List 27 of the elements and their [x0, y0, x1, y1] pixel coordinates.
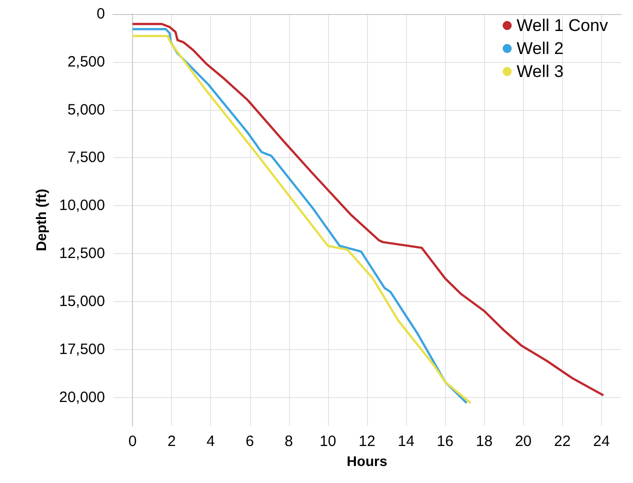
- x-tick-label: 24: [593, 433, 610, 450]
- y-tick-label: 10,000: [59, 197, 105, 214]
- x-tick-label: 22: [554, 433, 571, 450]
- y-tick-label: 17,500: [59, 340, 105, 358]
- x-tick-label: 6: [246, 433, 254, 450]
- y-tick-label: 0: [96, 6, 105, 22]
- x-tick-label: 18: [476, 433, 493, 450]
- x-axis-title: Hours: [346, 453, 388, 469]
- x-tick-label: 4: [206, 433, 215, 450]
- x-tick-label: 8: [284, 433, 294, 450]
- x-tick-label: 14: [398, 433, 414, 450]
- x-tick-label: 12: [358, 433, 376, 450]
- y-tick-label: 15,000: [59, 292, 105, 310]
- x-tick-label: 0: [128, 433, 137, 450]
- x-tick-label: 20: [514, 433, 532, 450]
- x-tick-label: 10: [320, 433, 336, 450]
- legend-label: Well 2: [516, 39, 564, 58]
- x-tick-label: 2: [167, 433, 176, 450]
- y-tick-label: 5,000: [67, 101, 105, 118]
- legend-label: Well 3: [516, 62, 564, 81]
- y-tick-label: 2,500: [67, 53, 105, 70]
- y-tick-label: 20,000: [59, 388, 105, 406]
- y-tick-label: 12,500: [59, 245, 105, 262]
- y-axis-title: Depth (ft): [33, 188, 50, 252]
- y-tick-label: 7,500: [67, 149, 105, 166]
- legend-label: Well 1 Conv: [516, 16, 608, 35]
- x-tick-label: 16: [436, 433, 454, 450]
